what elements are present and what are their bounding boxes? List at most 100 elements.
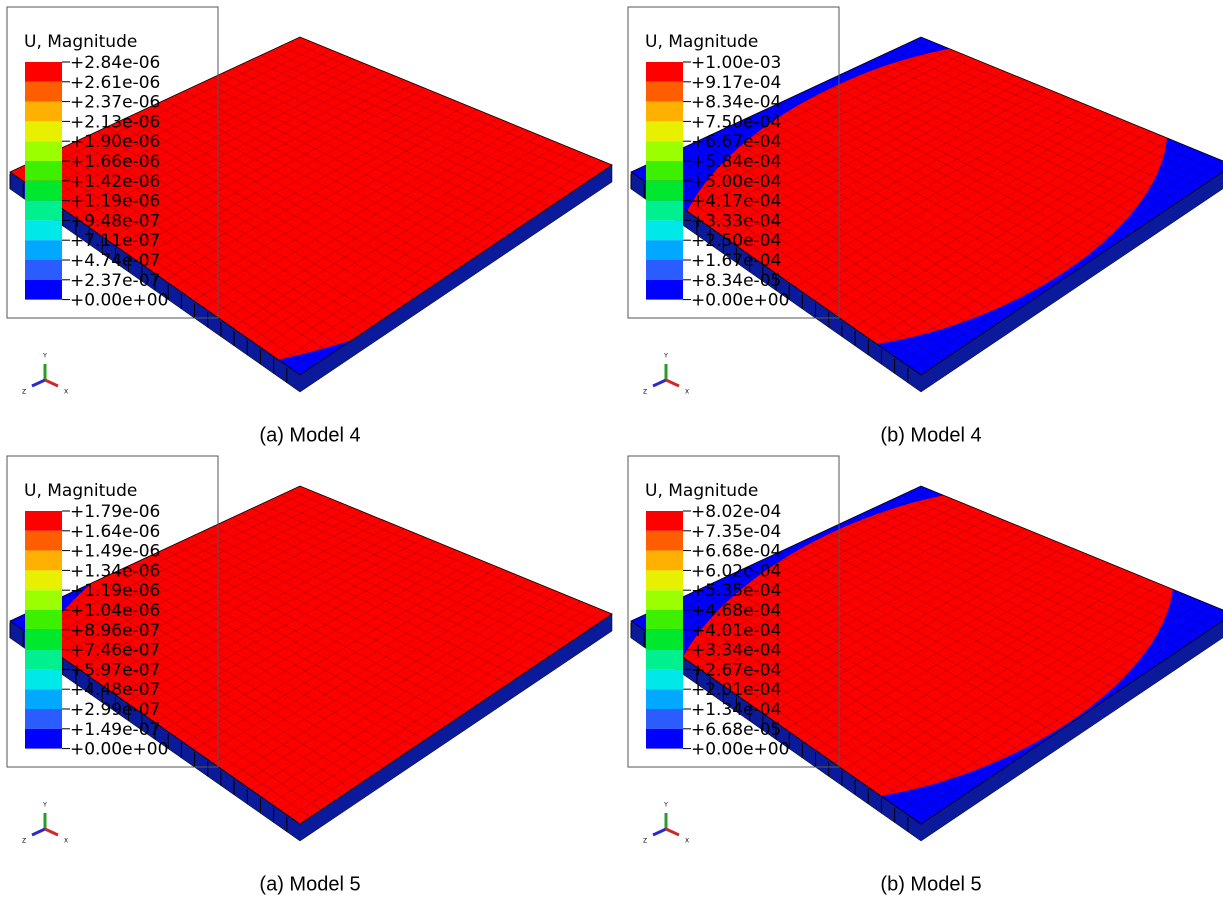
- legend-band: [25, 181, 62, 201]
- caption: (b) Model 5: [880, 873, 981, 895]
- legend-band: [25, 82, 62, 102]
- legend-band: [646, 201, 683, 221]
- triad-label: Y: [663, 353, 668, 360]
- legend-label: +2.13e-06: [70, 112, 160, 132]
- legend-band: [25, 121, 62, 141]
- triad-label: X: [685, 389, 689, 396]
- legend-label: +5.97e-07: [70, 660, 160, 680]
- legend-label: +4.74e-07: [70, 251, 160, 271]
- legend-band: [25, 260, 62, 280]
- triad-axis: [666, 380, 679, 386]
- legend-band: [646, 689, 683, 709]
- triad-label: Y: [42, 802, 47, 809]
- legend-label: +1.42e-06: [70, 172, 160, 192]
- triad-label: Y: [42, 353, 47, 360]
- triad-axis: [32, 829, 45, 835]
- triad-axis: [45, 380, 58, 386]
- legend-band: [646, 220, 683, 240]
- legend-band: [25, 630, 62, 650]
- legend-label: +5.00e-04: [691, 172, 781, 192]
- legend-band: [646, 161, 683, 181]
- legend-band: [25, 669, 62, 689]
- legend-label: +1.04e-06: [70, 601, 160, 621]
- legend-band: [25, 280, 62, 300]
- panel: U, Magnitude+1.00e-03+9.17e-04+8.34e-04+…: [628, 0, 1223, 446]
- legend-band: [646, 570, 683, 590]
- legend-label: +9.48e-07: [70, 211, 160, 231]
- legend-label: +0.00e+00: [70, 291, 168, 311]
- legend-label: +1.90e-06: [70, 132, 160, 152]
- legend-label: +1.34e-04: [691, 700, 781, 720]
- legend-label: +7.11e-07: [70, 231, 160, 251]
- triad-label: X: [685, 838, 689, 845]
- legend-band: [25, 551, 62, 571]
- triad-label: X: [64, 389, 68, 396]
- caption: (a) Model 4: [259, 424, 360, 446]
- legend-band: [25, 650, 62, 670]
- legend-label: +1.66e-06: [70, 152, 160, 172]
- legend-band: [646, 121, 683, 141]
- legend-label: +4.68e-04: [691, 601, 781, 621]
- legend-band: [646, 62, 683, 82]
- legend-label: +1.79e-06: [70, 502, 160, 522]
- legend-label: +0.00e+00: [691, 740, 789, 760]
- legend-label: +8.34e-04: [691, 93, 781, 113]
- legend-band: [25, 240, 62, 260]
- legend-band: [25, 220, 62, 240]
- legend-label: +8.34e-05: [691, 271, 781, 291]
- legend-band: [25, 729, 62, 749]
- legend-label: +2.99e-07: [70, 700, 160, 720]
- legend-band: [25, 590, 62, 610]
- legend-label: +2.01e-04: [691, 680, 781, 700]
- legend-label: +1.49e-07: [70, 720, 160, 740]
- triad-axis: [32, 380, 45, 386]
- legend-label: +2.50e-04: [691, 231, 781, 251]
- legend-label: +2.61e-06: [70, 73, 160, 93]
- legend-band: [25, 102, 62, 122]
- legend-band: [646, 630, 683, 650]
- legend-band: [646, 82, 683, 102]
- legend-label: +4.48e-07: [70, 680, 160, 700]
- legend-band: [646, 669, 683, 689]
- legend-band: [646, 590, 683, 610]
- legend-label: +1.00e-03: [691, 53, 781, 73]
- caption: (b) Model 4: [880, 424, 981, 446]
- legend-label: +8.96e-07: [70, 621, 160, 641]
- legend-band: [646, 610, 683, 630]
- panel: U, Magnitude+1.79e-06+1.64e-06+1.49e-06+…: [0, 370, 694, 901]
- legend-label: +1.64e-06: [70, 522, 160, 542]
- legend-title: U, Magnitude: [645, 32, 758, 52]
- legend-label: +6.02e-04: [691, 561, 781, 581]
- legend-band: [646, 240, 683, 260]
- legend-band: [646, 729, 683, 749]
- legend-label: +3.33e-04: [691, 211, 781, 231]
- legend-band: [25, 141, 62, 161]
- legend-label: +2.84e-06: [70, 53, 160, 73]
- triad-label: Y: [663, 802, 668, 809]
- legend-label: +4.17e-04: [691, 192, 781, 212]
- legend-band: [25, 610, 62, 630]
- legend-label: +8.02e-04: [691, 502, 781, 522]
- legend-band: [25, 570, 62, 590]
- legend-title: U, Magnitude: [24, 481, 137, 501]
- triad-axis: [45, 829, 58, 835]
- legend-title: U, Magnitude: [645, 481, 758, 501]
- caption: (a) Model 5: [259, 873, 360, 895]
- legend-label: +2.37e-07: [70, 271, 160, 291]
- legend-band: [646, 260, 683, 280]
- legend-label: +1.19e-06: [70, 192, 160, 212]
- legend-band: [646, 511, 683, 531]
- legend-band: [25, 201, 62, 221]
- legend-band: [25, 62, 62, 82]
- legend-band: [646, 551, 683, 571]
- figure: U, Magnitude+2.84e-06+2.61e-06+2.37e-06+…: [0, 0, 1223, 901]
- legend-label: +0.00e+00: [70, 740, 168, 760]
- legend-title: U, Magnitude: [24, 32, 137, 52]
- legend-label: +7.50e-04: [691, 112, 781, 132]
- legend-band: [646, 181, 683, 201]
- legend-label: +0.00e+00: [691, 291, 789, 311]
- legend-label: +1.67e-04: [691, 251, 781, 271]
- legend-label: +1.34e-06: [70, 561, 160, 581]
- legend-label: +7.46e-07: [70, 641, 160, 661]
- triad-label: Z: [643, 838, 647, 845]
